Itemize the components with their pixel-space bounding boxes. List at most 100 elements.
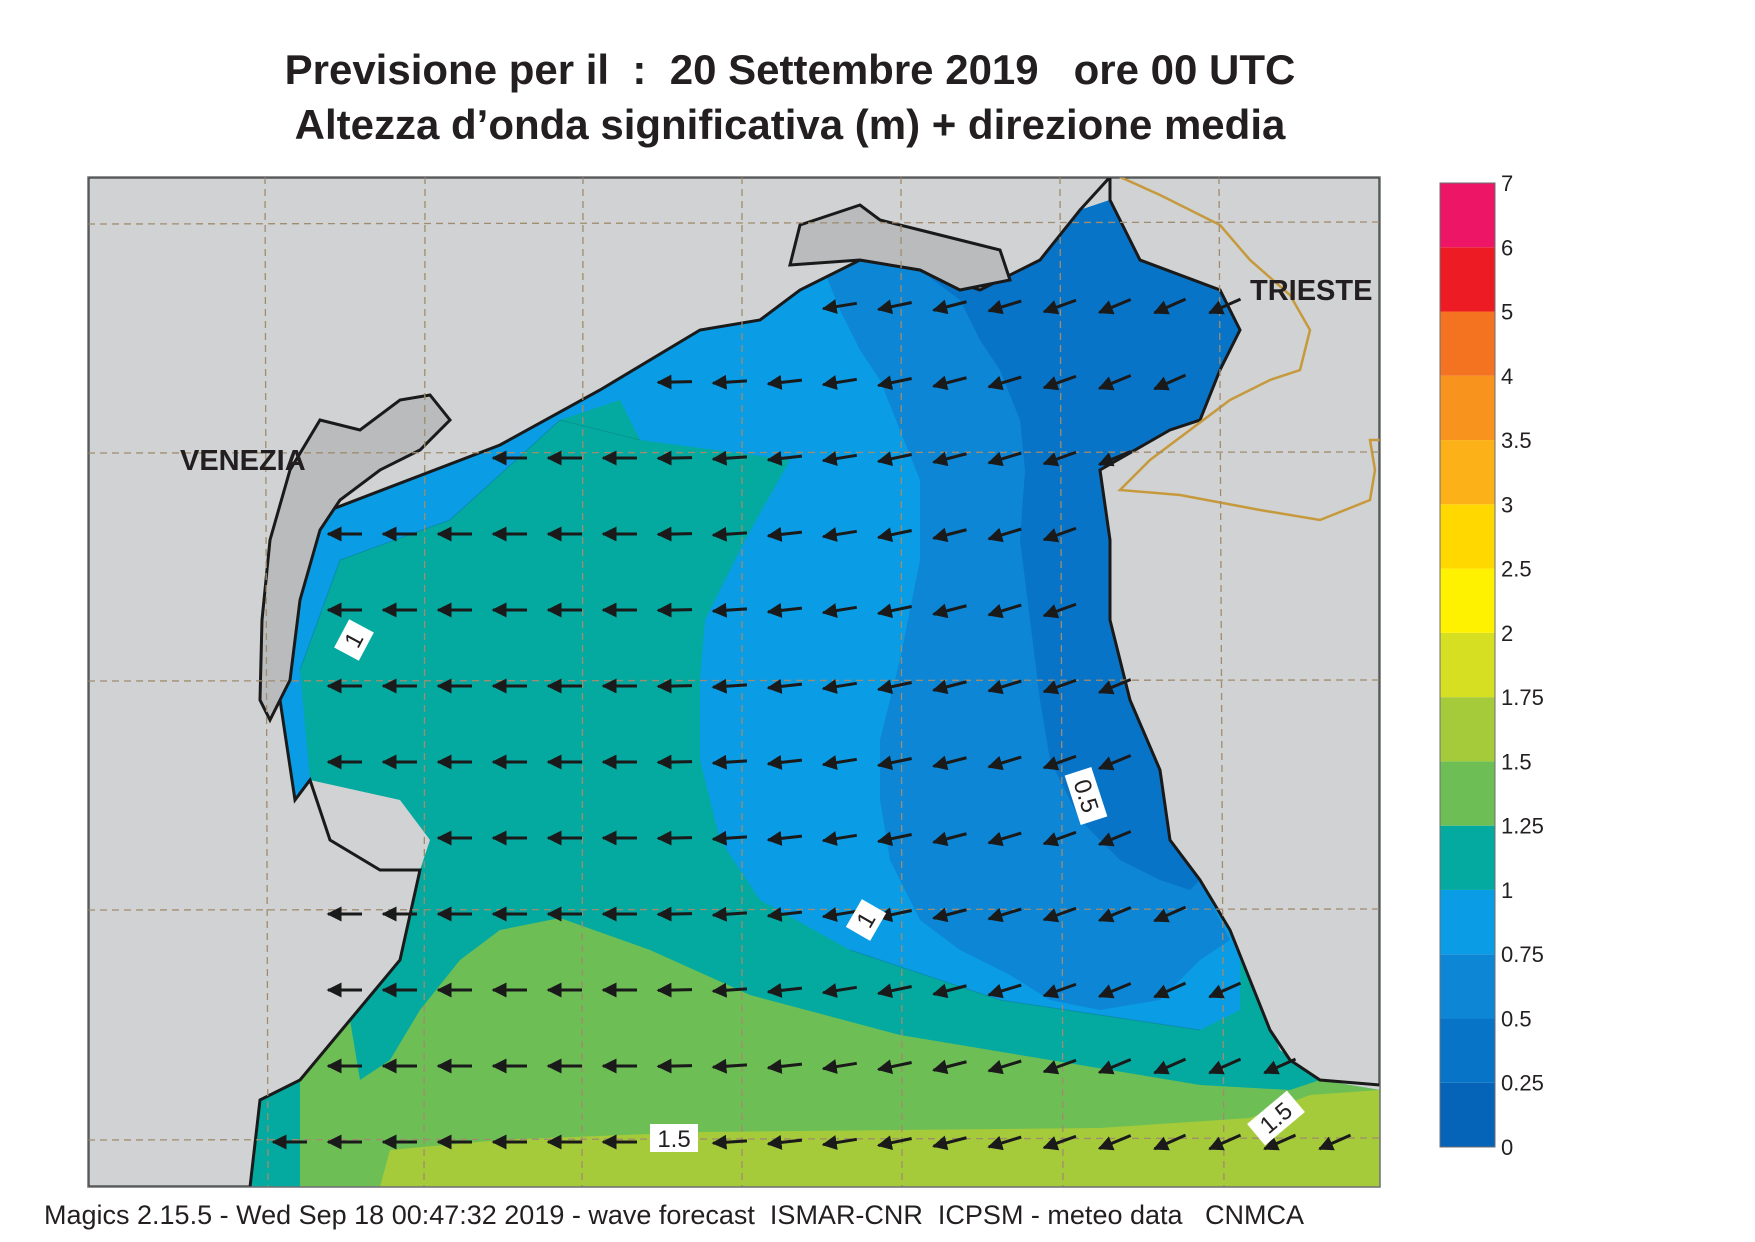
map-title-line2: Altezza d’onda significativa (m) + direz…: [294, 101, 1286, 148]
wave-direction-arrow: [821, 679, 858, 694]
wave-direction-arrow: [987, 527, 1022, 543]
wave-direction-arrow: [1153, 981, 1187, 999]
legend-tick-label: 0.25: [1501, 1071, 1544, 1096]
wave-direction-arrow: [932, 375, 967, 391]
border-line: [1117, 177, 1380, 522]
wave-direction-arrow: [932, 1135, 967, 1151]
wave-direction-arrow: [1097, 450, 1132, 467]
wave-direction-arrow: [1153, 905, 1187, 923]
legend-swatch: [1440, 311, 1495, 376]
legend-swatch: [1440, 375, 1495, 441]
wave-direction-arrow: [1153, 1057, 1187, 1075]
wave-direction-arrow: [766, 982, 803, 998]
wave-direction-arrow: [1097, 906, 1132, 923]
wave-direction-arrow: [711, 982, 748, 998]
wave-direction-arrow: [1042, 374, 1077, 391]
wave-direction-arrow: [1042, 1058, 1077, 1075]
wave-direction-arrow: [821, 907, 858, 922]
wave-direction-arrow: [932, 299, 967, 315]
wave-direction-arrow: [656, 526, 693, 542]
wave-direction-arrow: [1208, 1057, 1242, 1075]
wave-direction-arrow: [766, 678, 803, 694]
legend-swatch: [1440, 889, 1495, 955]
wave-direction-arrow: [1042, 450, 1077, 467]
legend-swatch: [1440, 632, 1495, 698]
wave-direction-arrow: [821, 1059, 858, 1074]
wave-direction-arrow: [821, 1135, 858, 1150]
city-label-trieste: TRIESTE: [1250, 275, 1372, 307]
wave-direction-arrow: [711, 754, 748, 770]
legend-tick-label: 0: [1501, 1135, 1513, 1160]
contour-label: 1.5: [650, 1124, 698, 1153]
wave-direction-arrow: [987, 603, 1022, 619]
wave-direction-arrow: [1208, 297, 1242, 315]
wave-direction-arrow: [766, 1058, 803, 1074]
legend-tick-label: 2: [1501, 621, 1513, 646]
wave-direction-arrow: [711, 526, 748, 542]
wave-direction-arrow: [766, 830, 803, 846]
wave-direction-arrow: [711, 450, 748, 466]
wave-direction-arrow: [987, 451, 1022, 467]
wave-direction-arrow: [876, 1059, 912, 1075]
city-label-venezia: VENEZIA: [180, 445, 306, 477]
wave-direction-arrow: [766, 1134, 803, 1150]
wave-direction-arrow: [766, 526, 803, 542]
wave-direction-arrow: [876, 375, 912, 391]
wave-direction-arrow: [711, 1058, 748, 1074]
wave-direction-arrow: [711, 602, 748, 618]
wave-direction-arrow: [1042, 754, 1077, 771]
wave-direction-arrow: [932, 679, 967, 695]
wave-direction-arrow: [1097, 830, 1132, 847]
wave-direction-arrow: [1097, 1058, 1132, 1075]
wave-direction-arrow: [987, 375, 1022, 391]
wave-direction-arrow: [1097, 754, 1132, 771]
wave-direction-arrow: [766, 906, 803, 922]
grado-lagoon: [788, 203, 1012, 292]
legend-tick-label: 0.75: [1501, 942, 1544, 967]
wave-direction-arrow: [1097, 1134, 1132, 1151]
wave-direction-arrow: [656, 602, 693, 618]
wave-direction-arrow: [656, 678, 693, 694]
wave-direction-arrow: [821, 451, 858, 466]
wave-direction-arrow: [1097, 678, 1132, 695]
contour-label-text: 1.5: [657, 1126, 690, 1153]
wave-direction-arrow: [711, 678, 748, 694]
wave-direction-arrow: [1153, 1133, 1187, 1151]
wave-direction-arrow: [987, 299, 1022, 315]
wave-direction-arrow: [821, 983, 858, 998]
footer-credits: Magics 2.15.5 - Wed Sep 18 00:47:32 2019…: [44, 1200, 1305, 1230]
legend-tick-label: 7: [1501, 171, 1513, 196]
wave-direction-arrow: [932, 755, 967, 771]
wave-direction-arrow: [766, 602, 803, 618]
wave-direction-arrow: [1208, 1133, 1242, 1151]
wave-direction-arrow: [711, 830, 748, 846]
wave-direction-arrows: [271, 297, 1352, 1151]
wave-direction-arrow: [932, 603, 967, 619]
legend-swatch: [1440, 761, 1495, 826]
wave-direction-arrow: [987, 983, 1022, 999]
wave-direction-arrow: [932, 983, 967, 999]
wave-direction-arrow: [821, 375, 858, 390]
wave-direction-arrow: [821, 831, 858, 846]
wave-direction-arrow: [821, 527, 858, 542]
wave-direction-arrow: [1208, 981, 1242, 999]
wave-direction-arrow: [711, 906, 748, 922]
legend-tick-label: 3.5: [1501, 428, 1532, 453]
legend-frame: [1439, 182, 1496, 1148]
wave-direction-arrow: [1042, 830, 1077, 847]
wave-direction-arrow: [711, 374, 748, 390]
wave-direction-arrow: [932, 831, 967, 847]
legend-swatch: [1440, 954, 1495, 1019]
wave-direction-arrow: [876, 983, 912, 999]
legend-swatch: [1440, 697, 1495, 762]
graticule: [88, 177, 1380, 1187]
wave-direction-arrow: [1153, 373, 1187, 391]
legend-tick-label: 1: [1501, 878, 1513, 903]
legend-swatch: [1440, 247, 1495, 312]
legend-tick-label: 1.5: [1501, 749, 1532, 774]
legend-swatch: [1440, 568, 1495, 633]
wave-direction-arrow: [766, 374, 803, 390]
wave-direction-arrow: [876, 603, 912, 619]
wave-direction-arrow: [656, 1058, 693, 1074]
